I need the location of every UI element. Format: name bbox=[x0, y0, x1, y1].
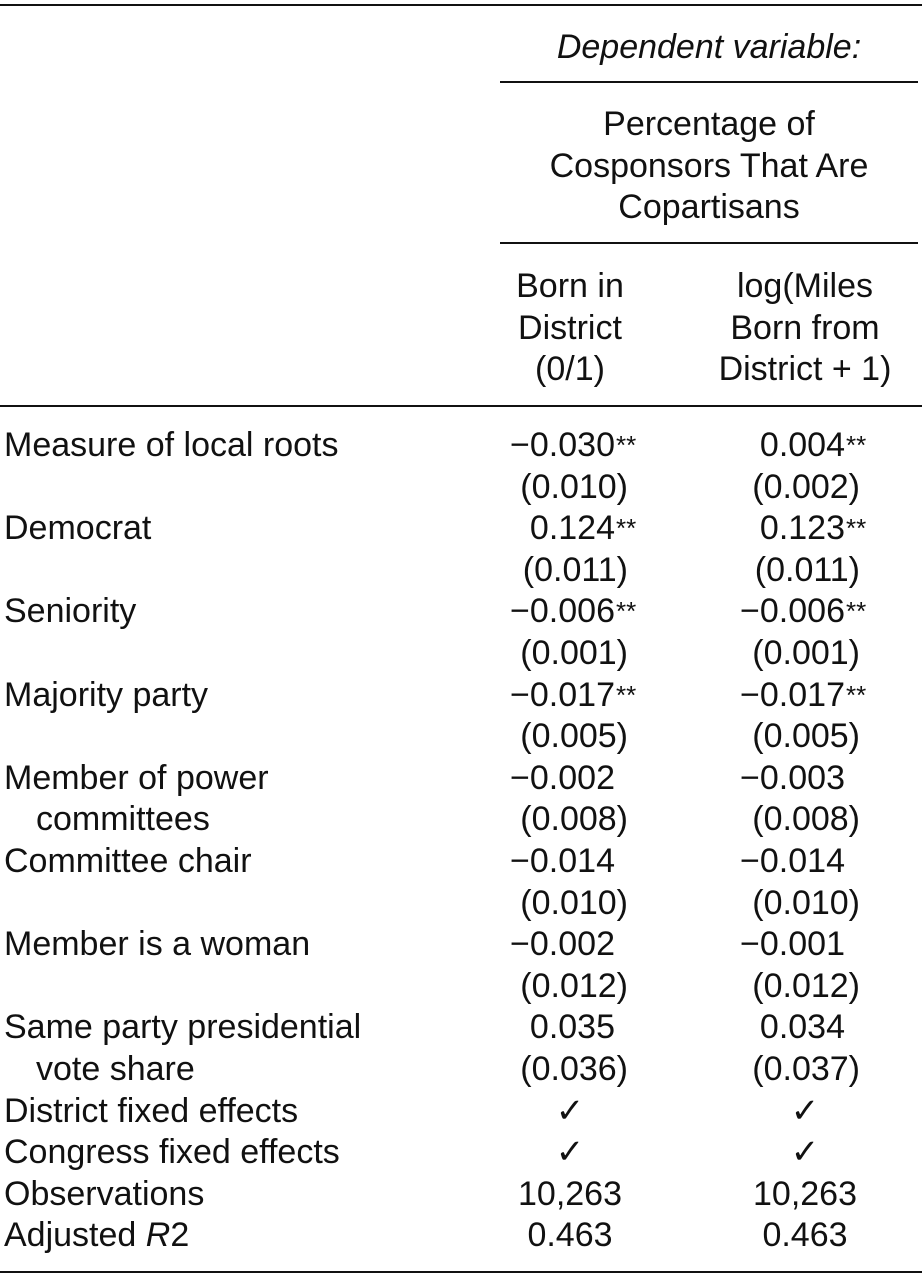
row-label: Seniority bbox=[4, 592, 137, 631]
cell-value: 10,263 bbox=[753, 1174, 857, 1213]
coefficient: −0.003 bbox=[740, 758, 845, 797]
stars: ** bbox=[846, 596, 867, 627]
cell-value: ✓ bbox=[555, 1133, 585, 1172]
standard-error: (0.012) bbox=[752, 966, 860, 1005]
standard-error: (0.001) bbox=[752, 634, 860, 672]
label-part: Adjusted bbox=[4, 1216, 146, 1255]
stars: ** bbox=[616, 679, 637, 710]
row-label: Measure of local roots bbox=[4, 426, 339, 464]
row-label: Member is a woman bbox=[4, 925, 311, 964]
coefficient: −0.002 bbox=[510, 758, 615, 797]
cell-value: ✓ bbox=[790, 1133, 820, 1172]
standard-error: (0.010) bbox=[520, 883, 628, 922]
coefficient: −0.006 bbox=[740, 592, 845, 631]
coefficient: 0.124 bbox=[529, 509, 615, 548]
standard-error: (0.005) bbox=[520, 717, 628, 756]
significance: ** bbox=[846, 675, 866, 720]
stars: ** bbox=[616, 513, 637, 544]
coefficient: 0.004 bbox=[759, 426, 845, 464]
coefficient: −0.006 bbox=[510, 592, 615, 631]
column-header: Born from bbox=[730, 308, 880, 347]
significance: ** bbox=[616, 508, 636, 553]
row-label: committees bbox=[36, 800, 210, 839]
mid-rule bbox=[0, 405, 922, 407]
standard-error: (0.037) bbox=[752, 1050, 860, 1088]
significance: ** bbox=[846, 591, 866, 636]
coefficient: −0.030 bbox=[510, 426, 615, 464]
standard-error: (0.008) bbox=[752, 800, 860, 839]
row-label: vote share bbox=[36, 1050, 195, 1088]
standard-error: (0.011) bbox=[522, 550, 628, 589]
standard-error: (0.011) bbox=[754, 550, 860, 589]
standard-error: (0.005) bbox=[752, 717, 860, 756]
top-rule bbox=[0, 4, 922, 6]
significance: ** bbox=[616, 425, 636, 470]
row-label: Member of power bbox=[4, 758, 269, 797]
coefficient: 0.035 bbox=[529, 1008, 615, 1047]
cell-value: 10,263 bbox=[518, 1174, 622, 1213]
standard-error: (0.036) bbox=[520, 1050, 628, 1088]
row-label: Observations bbox=[4, 1174, 205, 1213]
dependent-line: Copartisans bbox=[618, 188, 800, 226]
standard-error: (0.008) bbox=[520, 800, 628, 839]
stars: ** bbox=[616, 596, 637, 627]
column-header: Born in bbox=[516, 267, 624, 305]
stars: ** bbox=[846, 513, 867, 544]
dependent-line: Percentage of bbox=[603, 105, 815, 143]
column-header: District bbox=[518, 308, 622, 347]
cell-value: ✓ bbox=[555, 1091, 585, 1130]
row-label: Majority party bbox=[4, 675, 209, 714]
label-part: R bbox=[145, 1216, 171, 1255]
stars: ** bbox=[846, 679, 867, 710]
coefficient: 0.123 bbox=[759, 509, 845, 548]
row-label: Same party presidential bbox=[4, 1008, 362, 1047]
header-rule bbox=[500, 81, 918, 83]
row-label: Democrat bbox=[4, 509, 152, 548]
standard-error: (0.010) bbox=[752, 883, 860, 922]
standard-error: (0.012) bbox=[520, 966, 628, 1005]
column-header: District + 1) bbox=[718, 350, 892, 388]
standard-error: (0.001) bbox=[520, 634, 628, 672]
row-label: Adjusted R2 bbox=[4, 1215, 189, 1256]
dependent-line: Cosponsors That Are bbox=[549, 146, 869, 185]
cell-value: 0.463 bbox=[527, 1216, 613, 1255]
row-label: Congress fixed effects bbox=[4, 1133, 340, 1172]
bottom-rule bbox=[0, 1271, 922, 1273]
coefficient: −0.017 bbox=[740, 675, 845, 714]
significance: ** bbox=[616, 675, 636, 720]
coefficient: −0.001 bbox=[740, 925, 845, 964]
cell-value: ✓ bbox=[790, 1091, 820, 1130]
coefficient: −0.002 bbox=[510, 925, 615, 964]
label-part: 2 bbox=[170, 1216, 190, 1255]
column-header: (0/1) bbox=[535, 350, 605, 388]
standard-error: (0.010) bbox=[520, 467, 628, 506]
significance: ** bbox=[846, 425, 866, 470]
row-label: Committee chair bbox=[4, 842, 252, 880]
standard-error: (0.002) bbox=[752, 467, 860, 506]
coefficient: −0.014 bbox=[510, 842, 615, 880]
coefficient: 0.034 bbox=[759, 1008, 845, 1047]
coefficient: −0.014 bbox=[740, 842, 845, 880]
row-label: District fixed effects bbox=[4, 1091, 299, 1130]
stars: ** bbox=[846, 430, 867, 460]
significance: ** bbox=[616, 591, 636, 636]
stars: ** bbox=[616, 430, 637, 460]
header-rule bbox=[500, 242, 918, 244]
cell-value: 0.463 bbox=[762, 1216, 848, 1255]
column-header: log(Miles bbox=[736, 267, 874, 305]
coefficient: −0.017 bbox=[510, 675, 615, 714]
significance: ** bbox=[846, 508, 866, 553]
dependent-variable-label: Dependent variable: bbox=[556, 28, 862, 66]
